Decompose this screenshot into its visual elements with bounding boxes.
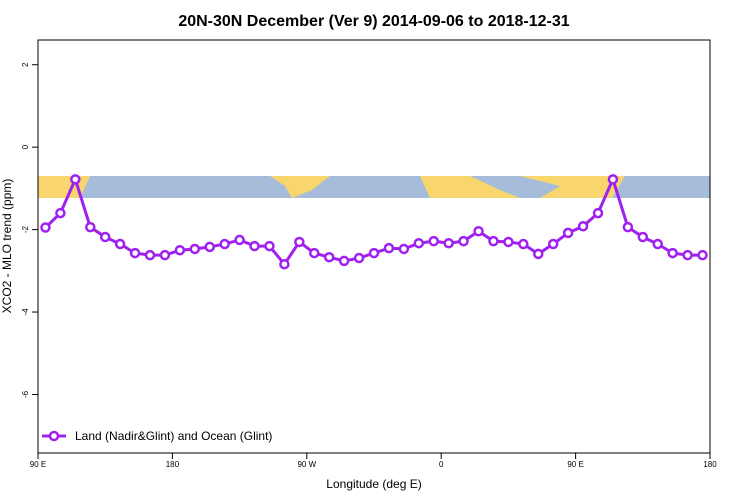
data-point: [413, 237, 425, 249]
data-point: [577, 221, 589, 232]
data-point: [40, 222, 51, 233]
data-point: [697, 249, 708, 261]
data-point: [114, 238, 126, 250]
data-point: [458, 235, 469, 247]
data-point: [368, 247, 380, 259]
data-point: [682, 249, 693, 261]
y-tick-label: -6: [21, 390, 30, 398]
data-point: [189, 243, 201, 255]
y-tick-label: 2: [21, 62, 30, 67]
data-point: [607, 174, 619, 185]
data-point: [249, 240, 260, 252]
y-tick-label: -2: [21, 225, 30, 233]
data-point: [443, 237, 454, 249]
data-point: [428, 235, 439, 247]
data-point: [353, 252, 365, 264]
data-point: [204, 241, 215, 253]
x-tick-label: 90 E: [30, 460, 46, 469]
data-point: [144, 249, 156, 261]
legend-label: Land (Nadir&Glint) and Ocean (Glint): [75, 429, 272, 443]
data-point: [70, 174, 81, 185]
y-tick-label: -4: [21, 308, 30, 316]
data-point: [279, 258, 290, 270]
x-tick-label: 90 E: [567, 460, 583, 469]
data-point: [99, 231, 111, 243]
x-tick-label: 180: [703, 460, 717, 469]
legend-marker: [48, 430, 60, 442]
data-point: [398, 243, 410, 255]
data-point: [667, 247, 678, 259]
data-point: [294, 236, 305, 248]
plot-frame: [37, 39, 711, 454]
data-point: [622, 221, 634, 233]
x-tick-label: 0: [439, 460, 444, 469]
data-point: [234, 234, 245, 246]
data-point: [518, 238, 529, 250]
data-point: [473, 225, 484, 237]
data-point: [547, 238, 559, 250]
land-band: [38, 176, 625, 198]
data-point: [637, 231, 649, 243]
map-band: [38, 176, 710, 198]
data-point: [503, 236, 514, 248]
chart-title: 20N-30N December (Ver 9) 2014-09-06 to 2…: [178, 13, 569, 30]
data-point: [338, 255, 350, 267]
data-point: [592, 207, 604, 219]
data-point: [264, 240, 275, 252]
data-point: [85, 221, 96, 233]
data-point: [174, 244, 186, 256]
y-axis-label: XCO2 - MLO trend (ppm): [0, 179, 14, 314]
data-point: [383, 242, 395, 254]
data-point: [488, 235, 499, 247]
y-tick-label: 0: [21, 144, 30, 149]
data-point: [309, 247, 320, 259]
data-point: [159, 249, 171, 261]
x-tick-label: 180: [166, 460, 180, 469]
data-point: [652, 238, 663, 250]
data-point: [219, 238, 230, 250]
data-point: [323, 251, 335, 263]
data-point: [129, 247, 141, 259]
data-point: [533, 248, 544, 260]
data-point: [562, 227, 574, 239]
x-tick-label: 90 W: [297, 460, 316, 469]
x-axis-label: Longitude (deg E): [326, 477, 421, 491]
data-point: [55, 207, 66, 219]
